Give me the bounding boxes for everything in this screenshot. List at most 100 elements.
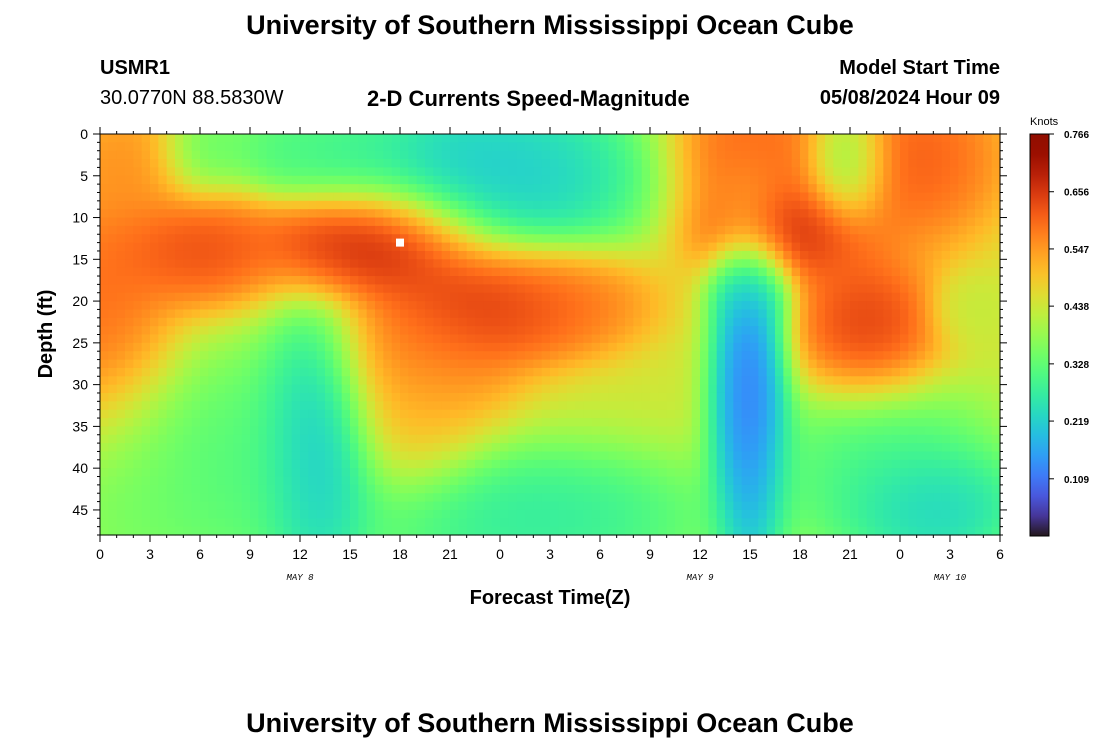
heatmap-cell xyxy=(191,150,201,160)
heatmap-cell xyxy=(658,484,668,494)
heatmap-cell xyxy=(133,334,143,344)
heatmap-cell xyxy=(283,292,293,302)
heatmap-cell xyxy=(808,401,818,411)
heatmap-cell xyxy=(466,267,476,277)
heatmap-cell xyxy=(541,484,551,494)
heatmap-cell xyxy=(800,317,809,327)
heatmap-cell xyxy=(541,309,551,319)
heatmap-cell xyxy=(408,468,418,478)
heatmap-cell xyxy=(833,334,843,344)
heatmap-cell xyxy=(591,392,601,402)
heatmap-cell xyxy=(133,317,143,327)
heatmap-cell xyxy=(716,150,726,160)
heatmap-cell xyxy=(233,150,243,160)
heatmap-cell xyxy=(741,234,751,244)
heatmap-cell xyxy=(350,217,359,227)
heatmap-cell xyxy=(466,468,476,478)
heatmap-cell xyxy=(975,142,984,152)
heatmap-cell xyxy=(216,459,226,469)
heatmap-cell xyxy=(933,225,943,235)
heatmap-cell xyxy=(800,150,809,160)
heatmap-cell xyxy=(766,217,776,227)
heatmap-cell xyxy=(558,459,568,469)
heatmap-cell xyxy=(866,200,876,210)
heatmap-cell xyxy=(475,309,484,319)
heatmap-cell xyxy=(941,259,951,269)
heatmap-cell xyxy=(858,142,868,152)
heatmap-cell xyxy=(175,484,184,494)
heatmap-cell xyxy=(241,518,251,528)
heatmap-cell xyxy=(733,493,743,503)
heatmap-cell xyxy=(800,175,809,185)
heatmap-cell xyxy=(625,217,634,227)
heatmap-cell xyxy=(525,150,534,160)
heatmap-cell xyxy=(491,476,501,486)
heatmap-cell xyxy=(425,150,434,160)
heatmap-cell xyxy=(375,192,384,202)
heatmap-cell xyxy=(958,418,968,427)
heatmap-cell xyxy=(341,217,351,227)
heatmap-cell xyxy=(741,167,751,177)
heatmap-cell xyxy=(341,309,351,319)
heatmap-cell xyxy=(858,493,868,503)
heatmap-cell xyxy=(333,401,343,411)
heatmap-cell xyxy=(716,334,726,344)
heatmap-cell xyxy=(766,409,776,419)
heatmap-cell xyxy=(150,459,159,469)
heatmap-cell xyxy=(916,418,926,427)
heatmap-cell xyxy=(791,301,801,311)
heatmap-cell xyxy=(600,376,609,386)
heatmap-cell xyxy=(966,359,976,369)
heatmap-cell xyxy=(366,509,376,519)
heatmap-cell xyxy=(591,476,601,486)
heatmap-cell xyxy=(975,184,984,194)
heatmap-cell xyxy=(800,326,809,336)
heatmap-cell xyxy=(383,142,393,152)
heatmap-cell xyxy=(991,418,1001,427)
heatmap-cell xyxy=(616,476,626,486)
heatmap-cell xyxy=(675,167,684,177)
heatmap-cell xyxy=(741,359,751,369)
heatmap-cell xyxy=(591,459,601,469)
heatmap-cell xyxy=(933,342,943,352)
heatmap-cell xyxy=(583,292,593,302)
heatmap-cell xyxy=(741,401,751,411)
heatmap-cell xyxy=(675,309,684,319)
heatmap-cell xyxy=(116,409,126,419)
heatmap-cell xyxy=(308,225,318,235)
heatmap-cell xyxy=(425,484,434,494)
heatmap-cell xyxy=(866,342,876,352)
heatmap-cell xyxy=(541,134,551,143)
heatmap-cell xyxy=(608,434,618,444)
heatmap-cell xyxy=(850,359,859,369)
heatmap-cell xyxy=(875,384,884,394)
heatmap-cell xyxy=(508,167,518,177)
heatmap-cell xyxy=(583,493,593,503)
heatmap-cell xyxy=(683,159,693,169)
heatmap-cell xyxy=(125,459,134,469)
heatmap-cell xyxy=(750,301,759,311)
heatmap-cell xyxy=(683,200,693,210)
heatmap-cell xyxy=(975,167,984,177)
heatmap-cell xyxy=(683,267,693,277)
heatmap-cell xyxy=(708,434,718,444)
heatmap-cell xyxy=(333,200,343,210)
heatmap-cell xyxy=(466,376,476,386)
heatmap-cell xyxy=(166,225,176,235)
heatmap-cell xyxy=(558,409,568,419)
heatmap-cell xyxy=(466,476,476,486)
heatmap-cell xyxy=(525,434,534,444)
heatmap-cell xyxy=(825,159,834,169)
heatmap-cell xyxy=(191,518,201,528)
heatmap-cell xyxy=(366,443,376,453)
heatmap-cell xyxy=(208,434,218,444)
heatmap-cell xyxy=(391,217,401,227)
heatmap-cell xyxy=(208,443,218,453)
heatmap-cell xyxy=(841,351,851,361)
heatmap-cell xyxy=(408,200,418,210)
heatmap-cell xyxy=(566,234,576,244)
heatmap-cell xyxy=(750,367,759,377)
heatmap-cell xyxy=(483,484,493,494)
heatmap-cell xyxy=(758,342,768,352)
heatmap-cell xyxy=(541,234,551,244)
